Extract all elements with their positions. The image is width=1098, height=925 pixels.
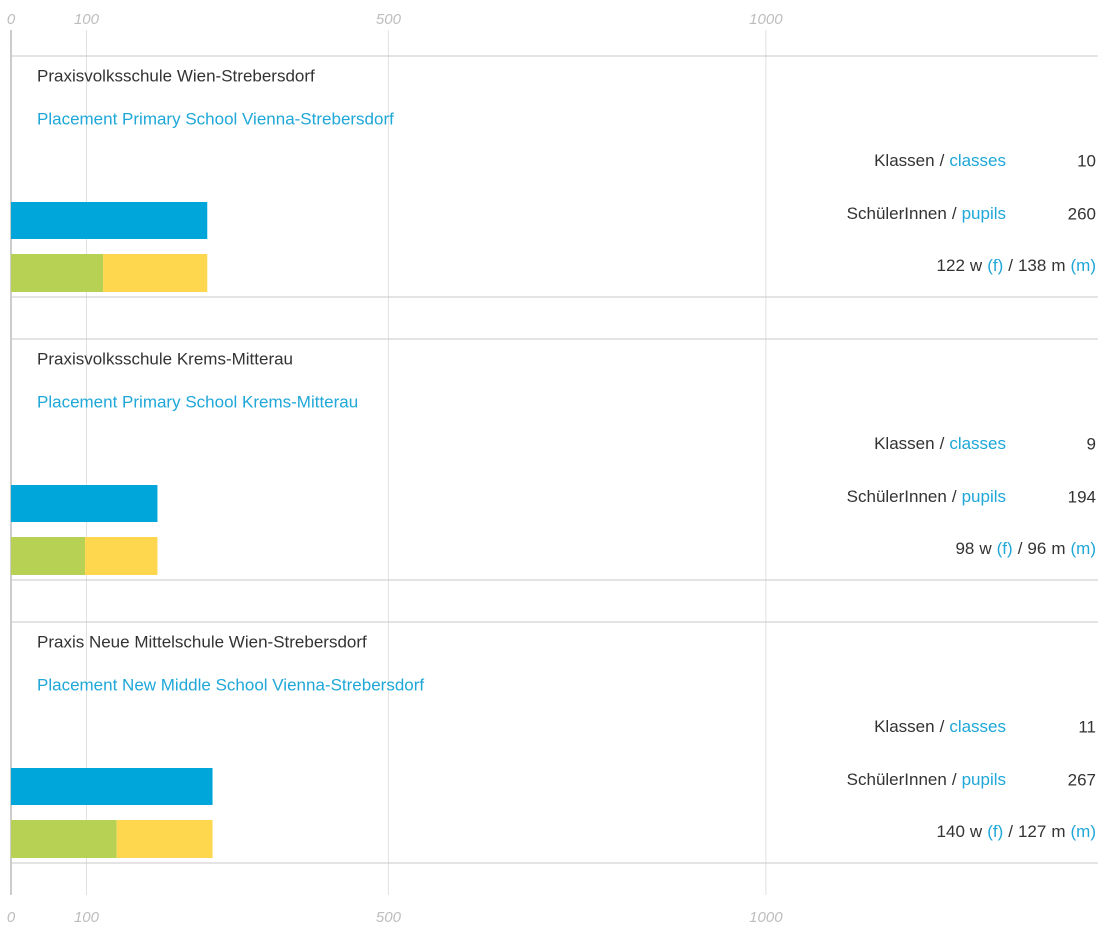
school-subtitle: Placement Primary School Krems-Mitterau (37, 392, 358, 411)
stat-line: SchülerInnen / pupils (847, 770, 1006, 789)
stat-text: / (940, 717, 945, 736)
pupils-value: 260 (1068, 204, 1096, 223)
stat-text: (m) (1071, 539, 1096, 558)
stat-text: (f) (987, 256, 1003, 275)
stat-text: / (952, 204, 957, 223)
stat-text: / (1018, 539, 1023, 558)
x-tick-label: 1000 (749, 11, 783, 28)
x-tick-label: 500 (376, 909, 402, 925)
stat-text: 140 (937, 822, 965, 841)
stat-text: w (978, 539, 992, 558)
x-tick-label: 500 (376, 11, 402, 28)
pupils-value: 194 (1068, 487, 1096, 506)
stat-text: Klassen (874, 151, 934, 170)
stat-line: SchülerInnen / pupils (847, 204, 1006, 223)
x-tick-label: 0 (7, 909, 16, 925)
female-bar (11, 537, 85, 575)
pupils-bar (11, 485, 158, 522)
stat-text: (m) (1071, 822, 1096, 841)
stat-line: Klassen / classes (874, 151, 1006, 170)
x-tick-label: 100 (74, 909, 100, 925)
stat-text: pupils (962, 770, 1006, 789)
stat-text: SchülerInnen (847, 770, 947, 789)
stat-text: 122 (937, 256, 965, 275)
stat-line: SchülerInnen / pupils (847, 487, 1006, 506)
stat-text: m (1051, 256, 1065, 275)
stat-text: m (1051, 822, 1065, 841)
stat-text: (f) (997, 539, 1013, 558)
stat-text: Klassen (874, 717, 934, 736)
pupils-bar (11, 768, 213, 805)
stat-text: pupils (962, 204, 1006, 223)
stat-text: w (969, 822, 983, 841)
male-bar (84, 537, 158, 575)
school-subtitle: Placement New Middle School Vienna-Streb… (37, 675, 424, 694)
school-subtitle: Placement Primary School Vienna-Strebers… (37, 109, 394, 128)
stat-text: / (1008, 256, 1013, 275)
x-tick-label: 100 (74, 11, 100, 28)
pupils-bar (11, 202, 208, 239)
stat-text: / (1008, 822, 1013, 841)
female-bar (11, 820, 117, 858)
x-tick-label: 1000 (749, 909, 783, 925)
stat-text: classes (949, 151, 1006, 170)
stat-text: pupils (962, 487, 1006, 506)
stat-text: m (1051, 539, 1065, 558)
stat-text: 96 (1027, 539, 1046, 558)
stat-text: / (940, 434, 945, 453)
stat-line: 122 w (f) / 138 m (m) (937, 256, 1096, 275)
stat-text: Klassen (874, 434, 934, 453)
stat-text: 98 (955, 539, 974, 558)
stat-text: SchülerInnen (847, 204, 947, 223)
school-title: Praxisvolksschule Wien-Strebersdorf (37, 66, 315, 85)
stat-line: 140 w (f) / 127 m (m) (937, 822, 1096, 841)
school-panel: Praxisvolksschule Wien-Strebersdorf Place… (11, 55, 1098, 298)
classes-value: 11 (1078, 717, 1096, 736)
stat-line: Klassen / classes (874, 434, 1006, 453)
pupils-value: 267 (1068, 770, 1096, 789)
stat-text: 138 (1018, 256, 1046, 275)
male-bar (103, 254, 208, 292)
female-bar (11, 254, 104, 292)
stat-text: SchülerInnen (847, 487, 947, 506)
stat-text: 127 (1018, 822, 1046, 841)
classes-value: 9 (1087, 434, 1096, 453)
stat-text: / (952, 770, 957, 789)
x-tick-label: 0 (7, 11, 16, 28)
stat-text: (f) (987, 822, 1003, 841)
stat-text: classes (949, 434, 1006, 453)
stat-text: (m) (1071, 256, 1096, 275)
stat-line: 98 w (f) /96 m (m) (955, 539, 1096, 558)
school-title: Praxisvolksschule Krems-Mitterau (37, 349, 293, 368)
stat-text: / (952, 487, 957, 506)
stat-text: w (969, 256, 983, 275)
school-panel: Praxisvolksschule Krems-Mitterau Placemen… (11, 338, 1098, 581)
stat-line: Klassen / classes (874, 717, 1006, 736)
school-panel: Praxis Neue Mittelschule Wien-Strebersdo… (11, 621, 1098, 864)
stat-text: / (940, 151, 945, 170)
male-bar (116, 820, 213, 858)
school-title: Praxis Neue Mittelschule Wien-Strebersdo… (37, 632, 367, 651)
stat-text: classes (949, 717, 1006, 736)
classes-value: 10 (1077, 151, 1096, 170)
